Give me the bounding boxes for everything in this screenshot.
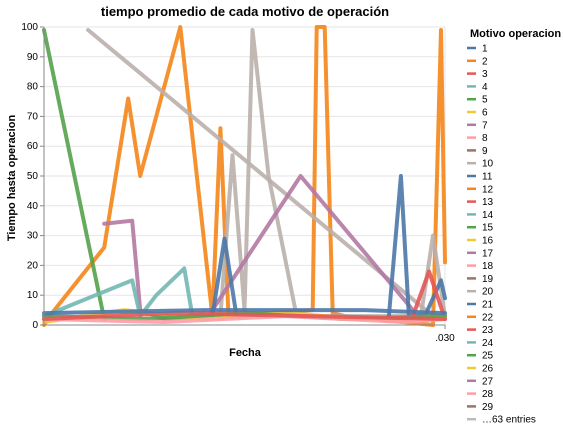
x-axis-title: Fecha: [229, 347, 262, 359]
legend-item-label: 11: [482, 172, 493, 183]
legend-item-label: 6: [482, 108, 488, 119]
legend-item-label: 28: [482, 389, 494, 400]
axes: 0 10 20 30 40 50 60 70 80 90 100 .030: [21, 22, 455, 344]
series-line-13: [410, 269, 447, 321]
y-tick-label: 0: [32, 320, 38, 331]
legend-item-label: 23: [482, 325, 494, 336]
series-line-3: [42, 311, 447, 321]
legend-item-label: 4: [482, 82, 488, 93]
x-tick-label: .030: [435, 333, 455, 344]
y-axis-title: Tiempo hasta operacion: [6, 115, 18, 242]
legend-item-label: 18: [482, 261, 494, 272]
legend-item-label: 27: [482, 376, 494, 387]
legend-item-label: 26: [482, 364, 494, 375]
legend-item-label: 9: [482, 146, 488, 157]
y-tick-label: 30: [27, 231, 39, 242]
grid: [44, 26, 446, 326]
legend: Motivo operacion 12345678910111213141516…: [467, 28, 561, 426]
legend-item-label: 25: [482, 351, 494, 362]
y-tick-label: 50: [27, 171, 39, 182]
y-tick-label: 60: [27, 141, 39, 152]
y-tick-label: 10: [27, 290, 39, 301]
legend-item-label: 3: [482, 69, 488, 80]
plot-area: [42, 25, 447, 327]
y-tick-label: 70: [27, 111, 39, 122]
y-tick-label: 80: [27, 82, 39, 93]
legend-item-label: 17: [482, 248, 494, 259]
legend-item-label: 1: [482, 44, 488, 55]
legend-item-label: 12: [482, 184, 494, 195]
legend-item-label: 21: [482, 300, 494, 311]
legend-item-label: 20: [482, 287, 494, 298]
chart-title: tiempo promedio de cada motivo de operac…: [101, 4, 389, 19]
y-tick-label: 20: [27, 260, 39, 271]
legend-item-label: 16: [482, 236, 494, 247]
y-tick-label: 90: [27, 52, 39, 63]
legend-item-label: 2: [482, 56, 488, 67]
y-tick-label: 100: [21, 22, 38, 33]
legend-item-label: 10: [482, 159, 494, 170]
legend-item-label: 22: [482, 312, 494, 323]
series-line-21: [42, 308, 447, 316]
legend-item-label: 8: [482, 133, 488, 144]
series-line-5: [42, 28, 107, 321]
legend-item-label: 7: [482, 120, 488, 131]
legend-more-label: …63 entries: [482, 415, 536, 426]
legend-item-label: 24: [482, 338, 494, 349]
legend-item-label: 15: [482, 223, 494, 234]
legend-item-label: 29: [482, 402, 494, 413]
legend-item-label: 13: [482, 197, 494, 208]
legend-item-label: 19: [482, 274, 494, 285]
series-line-1: [210, 236, 239, 319]
legend-item-label: 14: [482, 210, 494, 221]
series-line-17: [102, 174, 415, 321]
legend-item-label: 5: [482, 95, 488, 106]
y-tick-label: 40: [27, 201, 39, 212]
legend-title: Motivo operacion: [470, 28, 561, 40]
